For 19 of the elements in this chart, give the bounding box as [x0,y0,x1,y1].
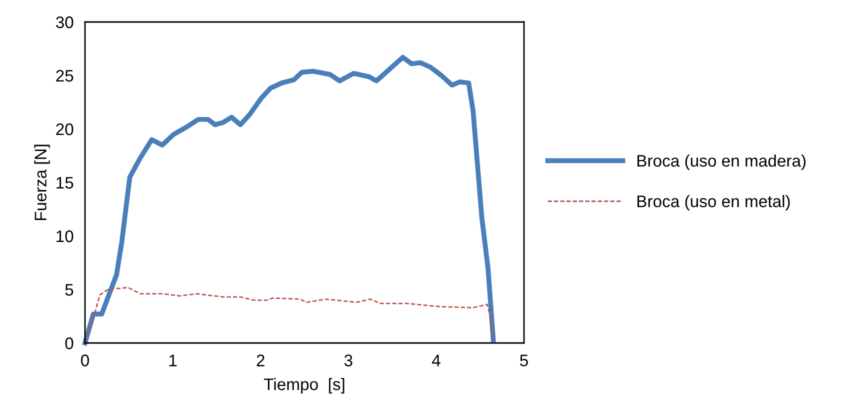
y-tick-label: 5 [65,284,74,296]
y-axis-title: Fuerza [N] [34,144,50,220]
y-tick-label: 15 [56,177,74,189]
line-series [82,54,496,346]
x-tick-label: 0 [81,354,89,366]
x-tick-label: 2 [256,354,264,366]
legend-label: Broca (uso en madera) [637,154,806,170]
legend-label: Broca (uso en metal) [637,195,790,211]
line-series [84,286,494,344]
y-tick-label: 25 [56,70,74,82]
y-tick-label: 30 [56,16,74,28]
x-tick-label: 1 [169,354,177,366]
x-tick-label: 5 [520,354,528,366]
y-tick-label: 0 [65,337,74,350]
y-tick-label: 10 [56,230,74,242]
x-tick-label: 3 [344,354,352,366]
x-tick-label: 4 [432,354,440,366]
y-tick-label: 20 [56,123,74,136]
x-axis-title: Tiempo [s] [264,378,344,394]
